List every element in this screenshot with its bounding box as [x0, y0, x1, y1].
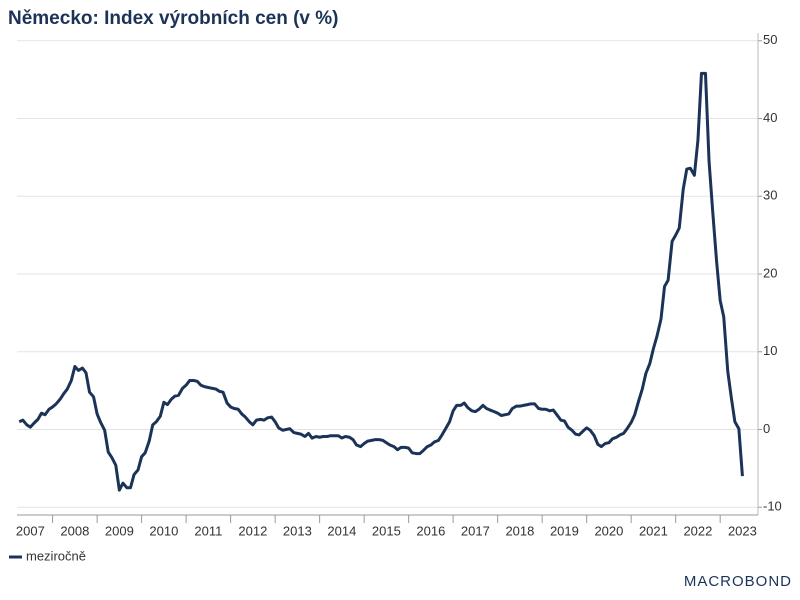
- y-tick-label: -10: [763, 499, 782, 514]
- chart-title: Německo: Index výrobních cen (v %): [8, 8, 339, 29]
- legend-label: meziročně: [26, 548, 86, 563]
- x-tick-label: 2010: [149, 523, 178, 538]
- y-tick-label: 0: [763, 421, 770, 436]
- x-tick-label: 2007: [16, 523, 45, 538]
- source-brand: MACROBOND: [684, 573, 792, 590]
- x-tick-label: 2014: [327, 523, 356, 538]
- x-tick-label: 2011: [194, 523, 222, 538]
- series-line: [18, 71, 744, 492]
- x-tick-label: 2018: [505, 523, 534, 538]
- y-tick-label: 30: [763, 188, 777, 203]
- x-tick-label: 2023: [728, 523, 757, 538]
- x-tick-label: 2019: [550, 523, 579, 538]
- x-tick-label: 2020: [594, 523, 623, 538]
- x-tick-label: 2022: [683, 523, 712, 538]
- y-tick-label: 20: [763, 265, 777, 280]
- x-tick-label: 2017: [461, 523, 490, 538]
- y-tick-label: 50: [763, 32, 777, 47]
- y-tick-label: 40: [763, 110, 777, 125]
- y-tick-label: 10: [763, 343, 777, 358]
- x-tick-label: 2012: [238, 523, 267, 538]
- x-tick-label: 2016: [416, 523, 445, 538]
- x-tick-label: 2021: [639, 523, 668, 538]
- x-tick-label: 2013: [283, 523, 312, 538]
- x-tick-label: 2009: [105, 523, 134, 538]
- x-tick-label: 2015: [372, 523, 401, 538]
- x-tick-label: 2008: [60, 523, 89, 538]
